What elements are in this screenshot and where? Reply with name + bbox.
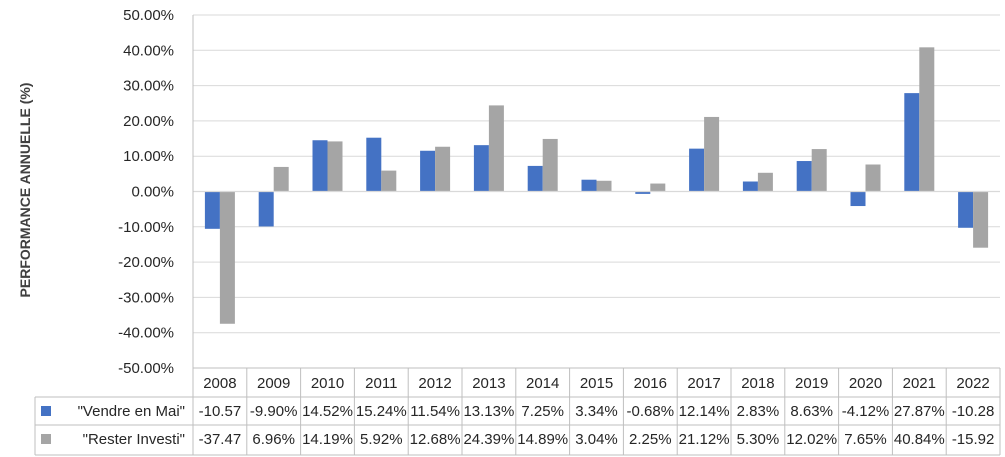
x-tick-label: 2018 <box>741 375 774 392</box>
x-tick-label: 2019 <box>795 375 828 392</box>
bar-vendre-en-mai <box>420 150 436 192</box>
data-label-rester-investi: 6.96% <box>252 431 295 448</box>
bar-vendre-en-mai <box>527 165 543 192</box>
y-tick-label: 50.00% <box>123 7 174 24</box>
x-tick-label: 2008 <box>203 375 236 392</box>
bar-rester-investi <box>865 164 881 192</box>
bar-vendre-en-mai <box>742 181 758 192</box>
legend-swatch-rester-investi <box>41 434 51 444</box>
bar-vendre-en-mai <box>473 145 489 192</box>
x-tick-label: 2015 <box>580 375 613 392</box>
bar-rester-investi <box>488 105 504 192</box>
bar-rester-investi <box>542 138 558 192</box>
y-tick-label: -20.00% <box>118 254 174 271</box>
bar-rester-investi <box>327 141 343 192</box>
data-label-vendre-en-mai: 7.25% <box>521 403 564 420</box>
data-label-rester-investi: -37.47 <box>199 431 242 448</box>
x-tick-label: 2013 <box>472 375 505 392</box>
data-label-rester-investi: 14.89% <box>517 431 568 448</box>
data-label-vendre-en-mai: 8.63% <box>790 403 833 420</box>
x-tick-label: 2009 <box>257 375 290 392</box>
x-tick-label: 2010 <box>311 375 344 392</box>
bar-rester-investi <box>381 170 397 192</box>
data-label-rester-investi: 24.39% <box>463 431 514 448</box>
data-label-rester-investi: 12.02% <box>786 431 837 448</box>
x-tick-label: 2017 <box>687 375 720 392</box>
data-label-vendre-en-mai: -10.57 <box>199 403 242 420</box>
bar-vendre-en-mai <box>850 191 866 207</box>
data-label-vendre-en-mai: 12.14% <box>679 403 730 420</box>
legend-swatch-vendre-en-mai <box>41 406 51 416</box>
bar-vendre-en-mai <box>258 191 274 227</box>
bar-group <box>204 47 989 324</box>
data-table: 2008 2009 2010 2011 2012 2013 2014 2015 2016 2017… <box>34 15 1001 456</box>
bar-rester-investi <box>919 47 935 192</box>
legend-label-rester-investi: "Rester Investi" <box>83 431 185 448</box>
data-label-vendre-en-mai: 2.83% <box>737 403 780 420</box>
x-tick-label: 2016 <box>634 375 667 392</box>
bar-vendre-en-mai <box>904 93 920 192</box>
bar-vendre-en-mai <box>689 148 705 192</box>
data-label-vendre-en-mai: 27.87% <box>894 403 945 420</box>
bar-rester-investi <box>811 149 827 192</box>
x-tick-label: 2014 <box>526 375 559 392</box>
y-tick-label: -30.00% <box>118 289 174 306</box>
y-tick-label: -40.00% <box>118 325 174 342</box>
bar-vendre-en-mai <box>312 140 328 192</box>
x-tick-label: 2012 <box>418 375 451 392</box>
bar-rester-investi <box>650 183 666 192</box>
bar-vendre-en-mai <box>204 191 220 229</box>
x-tick-label: 2021 <box>903 375 936 392</box>
data-label-rester-investi: 2.25% <box>629 431 672 448</box>
bar-vendre-en-mai <box>796 161 812 192</box>
bar-vendre-en-mai <box>635 191 651 194</box>
y-tick-label: -10.00% <box>118 219 174 236</box>
bar-rester-investi <box>973 191 989 248</box>
data-label-vendre-en-mai: -4.12% <box>842 403 890 420</box>
y-tick-label: 40.00% <box>123 42 174 59</box>
data-label-rester-investi: 5.92% <box>360 431 403 448</box>
bar-vendre-en-mai <box>958 191 974 228</box>
data-label-vendre-en-mai: 3.34% <box>575 403 618 420</box>
bar-rester-investi <box>596 180 612 192</box>
bar-vendre-en-mai <box>581 179 597 192</box>
data-label-vendre-en-mai: 13.13% <box>463 403 514 420</box>
y-tick-label: 30.00% <box>123 78 174 95</box>
axes: 50.00% 40.00% 30.00% 20.00% 10.00% 0.00% -10.0… <box>118 7 1000 377</box>
x-tick-label: 2011 <box>365 375 397 392</box>
data-label-rester-investi: 12.68% <box>410 431 461 448</box>
data-label-rester-investi: 40.84% <box>894 431 945 448</box>
data-label-rester-investi: -15.92 <box>952 431 995 448</box>
bar-rester-investi <box>435 146 451 192</box>
data-label-vendre-en-mai: 11.54% <box>410 403 460 420</box>
y-tick-label: 20.00% <box>123 113 174 130</box>
data-label-vendre-en-mai: -0.68% <box>627 403 675 420</box>
bar-rester-investi <box>219 191 235 324</box>
y-tick-label: -50.00% <box>118 360 174 377</box>
data-label-rester-investi: 21.12% <box>679 431 730 448</box>
y-tick-label: 10.00% <box>123 148 174 165</box>
data-label-rester-investi: 14.19% <box>302 431 353 448</box>
bar-rester-investi <box>757 172 773 192</box>
bar-rester-investi <box>273 166 289 192</box>
data-label-vendre-en-mai: -10.28 <box>952 403 995 420</box>
y-tick-label: 0.00% <box>131 184 174 201</box>
data-label-vendre-en-mai: -9.90% <box>250 403 298 420</box>
x-tick-label: 2022 <box>956 375 989 392</box>
legend-label-vendre-en-mai: "Vendre en Mai" <box>78 403 185 420</box>
data-label-vendre-en-mai: 15.24% <box>356 403 407 420</box>
bar-vendre-en-mai <box>366 137 382 192</box>
data-label-rester-investi: 3.04% <box>575 431 618 448</box>
data-label-rester-investi: 7.65% <box>844 431 887 448</box>
bar-rester-investi <box>704 116 720 192</box>
x-tick-label: 2020 <box>849 375 882 392</box>
data-label-rester-investi: 5.30% <box>737 431 780 448</box>
data-label-vendre-en-mai: 14.52% <box>302 403 353 420</box>
y-axis-title: PERFORMANCE ANNUELLE (%) <box>17 83 33 298</box>
